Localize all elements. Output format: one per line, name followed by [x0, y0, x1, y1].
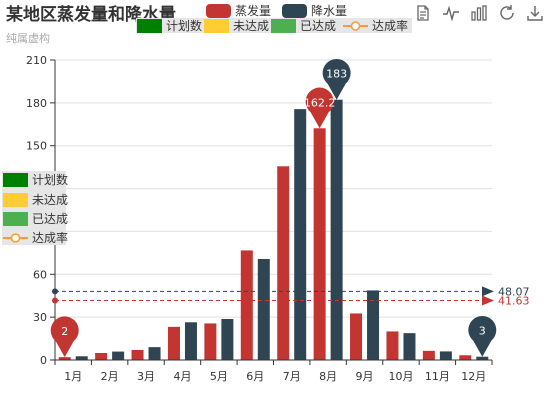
save-image-icon[interactable]: [526, 4, 544, 22]
bar-series: [58, 99, 489, 361]
mark-point-pin: [305, 87, 334, 129]
bar-precipitation: [184, 322, 197, 360]
line-chart-icon[interactable]: [442, 4, 460, 22]
bar-evaporation: [95, 353, 108, 360]
mark-point-pin: [468, 315, 497, 357]
x-tick-label: 5月: [210, 370, 228, 383]
mark-point-label: 2: [61, 325, 68, 338]
bar-evaporation: [131, 350, 144, 360]
bar-precipitation: [148, 347, 161, 360]
bar-precipitation: [476, 356, 489, 360]
x-tick-label: 7月: [283, 370, 301, 383]
legend-swatch-dot: [350, 21, 361, 31]
bar-precipitation: [75, 356, 88, 360]
y-tick-label: 0: [40, 354, 47, 367]
bar-evaporation: [422, 350, 435, 360]
y-tick-label: 30: [33, 311, 47, 324]
bar-precipitation: [112, 351, 125, 360]
mark-line-arrow: [482, 295, 494, 306]
bar-evaporation: [58, 357, 71, 360]
mark-point-pin: [322, 58, 351, 100]
bar-evaporation: [277, 166, 290, 360]
x-tick-label: 6月: [246, 370, 264, 383]
legend-label: 计划数: [32, 172, 68, 187]
mark-point-label: 162.2: [304, 96, 336, 109]
bar-precipitation: [367, 290, 380, 360]
mark-points: 162.2 2 183 3: [50, 58, 497, 358]
bar-evaporation: [167, 326, 180, 360]
y-tick-label: 180: [26, 97, 47, 110]
legend-swatch: [271, 19, 296, 33]
legend-label: 达成率: [372, 18, 408, 33]
legend-swatch: [3, 193, 28, 207]
x-tick-label: 11月: [425, 370, 450, 383]
legend-swatch: [282, 4, 307, 18]
bar-precipitation: [221, 319, 234, 360]
legend-label: 计划数: [166, 18, 202, 33]
x-tick-label: 2月: [101, 370, 119, 383]
legend-swatch: [206, 4, 231, 18]
grid-lines: [55, 59, 492, 318]
legend-label: 未达成: [233, 19, 269, 33]
average-label: 48.07: [498, 285, 530, 298]
bar-evaporation: [240, 250, 253, 360]
bar-evaporation: [459, 355, 472, 360]
bar-precipitation: [330, 99, 343, 360]
mark-line-arrow: [482, 286, 494, 297]
chart-toolbox: [414, 4, 544, 22]
y-tick-label: 60: [33, 268, 47, 281]
chart-title: 某地区蒸发量和降水量: [6, 4, 176, 25]
x-tick-label: 3月: [137, 370, 155, 383]
y-tick-label: 150: [26, 140, 47, 153]
legend-label: 已达成: [32, 212, 68, 226]
legend-swatch-dot: [10, 233, 21, 243]
legend-swatch: [3, 212, 28, 226]
bar-evaporation: [350, 313, 363, 360]
bar-evaporation: [386, 331, 399, 360]
bar-precipitation: [403, 333, 416, 360]
restore-icon[interactable]: [498, 4, 516, 22]
mark-point-label: 3: [479, 325, 486, 338]
legend-label: 已达成: [300, 19, 336, 33]
bar-chart-icon[interactable]: [470, 4, 488, 22]
bar-precipitation: [294, 109, 307, 361]
x-tick-label: 8月: [319, 370, 337, 383]
x-tick-label: 4月: [173, 370, 191, 383]
average-label: 41.63: [498, 295, 530, 308]
chart-subtitle: 纯属虚构: [6, 31, 50, 45]
legend-label: 未达成: [32, 193, 68, 207]
mark-point-pin: [50, 316, 79, 358]
bar-precipitation: [439, 351, 452, 360]
y-tick-label: 210: [26, 54, 47, 67]
x-tick-label: 12月: [461, 370, 486, 383]
x-tick-label: 1月: [64, 370, 82, 383]
legend-swatch: [137, 19, 162, 33]
bar-evaporation: [313, 128, 326, 360]
legend-swatch: [204, 19, 229, 33]
legend-label: 达成率: [32, 230, 68, 245]
x-tick-label: 10月: [388, 370, 413, 383]
x-tick-label: 9月: [356, 370, 374, 383]
data-view-icon[interactable]: [414, 4, 432, 22]
bar-evaporation: [204, 323, 217, 360]
legend-swatch: [3, 173, 28, 187]
legend-label: 蒸发量: [235, 3, 271, 18]
mark-point-label: 183: [326, 68, 347, 81]
bar-precipitation: [257, 259, 270, 360]
legend-label: 降水量: [311, 4, 347, 18]
